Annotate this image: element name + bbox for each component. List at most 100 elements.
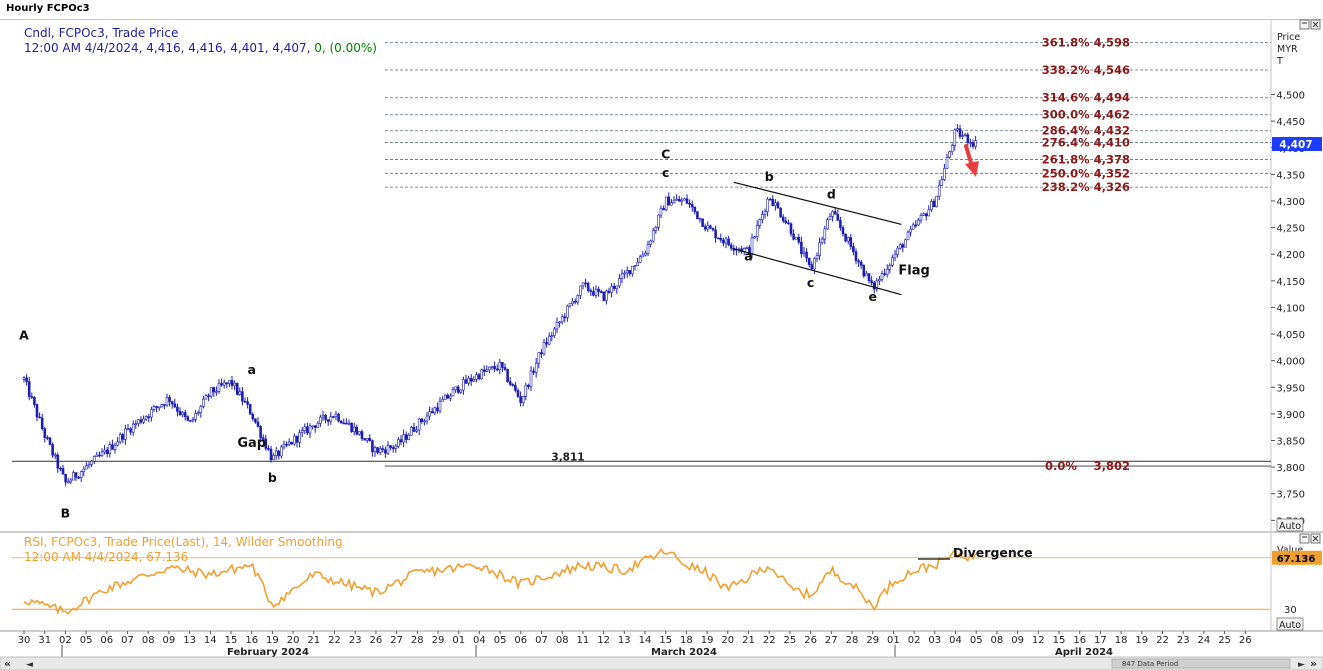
date-tick-label: 31 — [38, 635, 51, 646]
candle — [529, 370, 533, 388]
candle — [950, 145, 954, 153]
candle — [898, 244, 902, 249]
fib-level-label: 314.6% 4,494 — [1042, 91, 1130, 105]
candle — [415, 429, 418, 432]
rsi-panel-restore-button[interactable] — [1299, 533, 1310, 544]
wave-label: B — [61, 506, 71, 521]
candle — [204, 395, 208, 400]
candle — [540, 352, 543, 355]
candle — [594, 288, 598, 296]
candle — [828, 216, 832, 221]
candle — [919, 215, 923, 221]
candle — [259, 426, 262, 439]
candle — [251, 413, 255, 420]
date-tick-label: 26 — [370, 635, 383, 646]
date-tick-label: 01 — [887, 635, 900, 646]
candles[interactable] — [22, 123, 977, 486]
candle — [810, 264, 814, 270]
candle — [399, 439, 403, 443]
scroll-right-arrow[interactable]: ► — [1298, 660, 1305, 670]
candle — [761, 214, 764, 220]
candle — [631, 265, 634, 275]
candle — [295, 435, 299, 443]
candle — [410, 427, 413, 436]
candle — [443, 394, 447, 400]
candle — [77, 476, 80, 479]
candle — [202, 398, 205, 407]
candle — [355, 426, 359, 435]
candle — [274, 450, 278, 456]
rsi-axis-header: Value — [1277, 545, 1303, 556]
candle — [927, 209, 931, 217]
flag-channel-lower[interactable] — [733, 248, 902, 296]
price-axis-header: Price — [1277, 32, 1300, 43]
candle — [30, 396, 34, 398]
rsi-auto-button[interactable] — [1276, 617, 1304, 631]
rsi-panel-close-icon — [1312, 535, 1319, 542]
month-label: April 2024 — [1055, 647, 1113, 658]
candle — [599, 291, 603, 293]
candle — [386, 445, 390, 454]
candle — [246, 401, 249, 405]
date-tick-label: 13 — [618, 635, 631, 646]
title-bar: Hourly FCPOc3 — [0, 0, 1323, 20]
candle — [807, 257, 811, 265]
candle — [563, 316, 567, 319]
date-tick-label: 21 — [742, 635, 755, 646]
price-auto-button[interactable] — [1276, 518, 1304, 532]
date-tick-label: 13 — [183, 635, 196, 646]
candle — [654, 227, 658, 231]
price-panel-restore-button[interactable] — [1299, 19, 1310, 30]
candle — [256, 421, 260, 427]
candle — [95, 454, 99, 457]
fib-level-label: 238.2% 4,326 — [1042, 180, 1130, 194]
candle — [352, 426, 356, 433]
wave-label: C — [661, 146, 670, 161]
candle — [194, 413, 197, 420]
candle — [792, 233, 795, 240]
candle — [306, 426, 309, 434]
flag-channel-upper[interactable] — [733, 181, 902, 225]
candle — [38, 416, 41, 419]
candle — [636, 261, 639, 267]
rsi-line[interactable] — [23, 547, 977, 615]
candle — [940, 179, 944, 186]
date-tick-label: 18 — [680, 635, 693, 646]
candle — [906, 231, 910, 241]
candle — [43, 428, 47, 438]
scroll-first-button[interactable]: « — [4, 657, 11, 670]
candle — [451, 389, 455, 397]
candle — [550, 335, 554, 337]
candle — [586, 283, 590, 291]
date-tick-label: 06 — [514, 635, 527, 646]
scroll-bar[interactable] — [0, 656, 1323, 670]
candle — [836, 213, 840, 221]
scroll-left-arrow[interactable]: ◄ — [26, 660, 33, 670]
candle — [693, 206, 697, 212]
rsi-legend-title: RSI, FCPOc3, Trade Price(Last), 14, Wild… — [24, 535, 343, 549]
scroll-last-button[interactable]: » — [1310, 657, 1317, 670]
rsi-auto-button-label: Auto — [1279, 620, 1301, 631]
candle — [462, 379, 465, 391]
candle — [381, 448, 385, 450]
candle — [165, 397, 169, 406]
divergence-label: Divergence — [953, 545, 1033, 560]
candle — [703, 226, 707, 230]
price-panel[interactable] — [0, 20, 1323, 531]
price-axis-header: T — [1276, 56, 1283, 67]
candle — [217, 383, 221, 392]
candle — [446, 394, 450, 399]
candle — [893, 254, 897, 259]
candle — [61, 468, 65, 475]
candle — [534, 362, 538, 373]
price-panel-close-icon — [1312, 21, 1319, 28]
candle — [35, 404, 39, 418]
scroll-thumb[interactable] — [1111, 658, 1291, 669]
candle — [880, 273, 884, 280]
candle — [794, 236, 798, 240]
candle — [846, 237, 850, 242]
candle — [690, 204, 694, 208]
candle — [168, 397, 171, 402]
